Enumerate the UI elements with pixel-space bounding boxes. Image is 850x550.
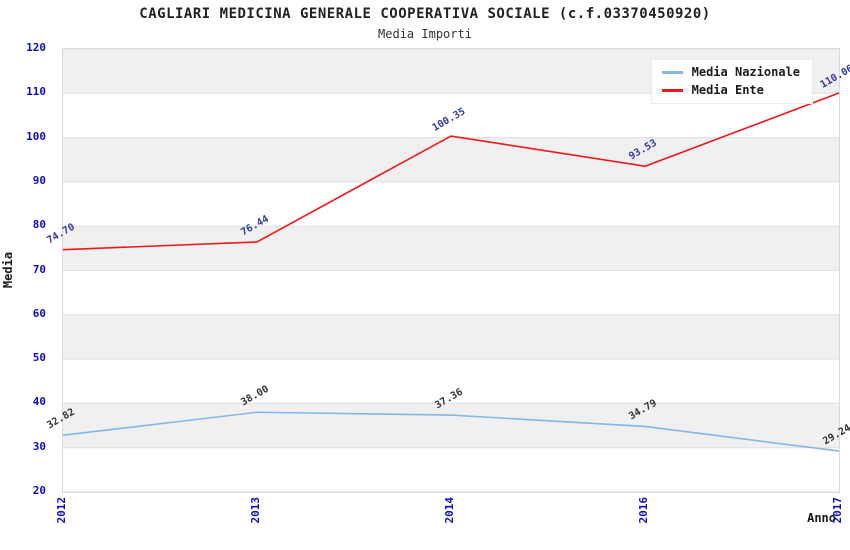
legend-label: Media Ente [691, 83, 764, 97]
legend-swatch-media-ente-icon [661, 88, 683, 92]
series-line-media-ente [62, 92, 840, 251]
legend-label: Media Nazionale [691, 65, 800, 79]
y-tick-label: 70 [32, 262, 46, 276]
legend: Media Nazionale Media Ente [650, 59, 813, 104]
y-tick-label: 100 [26, 129, 46, 143]
x-tick-label: 2017 [831, 497, 844, 524]
y-tick-label: 90 [32, 173, 46, 187]
y-tick-label: 80 [32, 218, 46, 232]
y-tick-label: 110 [26, 85, 46, 99]
legend-swatch-media-nazionale-icon [661, 70, 683, 74]
y-tick-label: 50 [32, 351, 46, 365]
chart-title: CAGLIARI MEDICINA GENERALE COOPERATIVA S… [139, 6, 711, 22]
x-axis-title: Anno [807, 511, 836, 525]
series-line-media-nazionale [62, 411, 840, 452]
y-tick-label: 120 [26, 41, 46, 54]
y-tick-label: 40 [32, 395, 46, 409]
x-tick-label: 2016 [637, 497, 650, 524]
legend-item-media-nazionale: Media Nazionale [661, 65, 800, 79]
x-tick-label: 2014 [443, 497, 456, 524]
x-tick-label: 2012 [55, 497, 68, 524]
x-tick-label: 2013 [249, 497, 262, 524]
legend-item-media-ente: Media Ente [661, 83, 800, 97]
y-tick-label: 30 [32, 439, 46, 453]
y-tick-label: 60 [32, 306, 46, 320]
y-tick-label: 20 [32, 484, 46, 497]
chart-subtitle: Media Importi [378, 27, 472, 41]
plot-area: 32.82 38.00 37.36 34.79 29.24 74.70 76.44 100.3… [45, 48, 850, 493]
